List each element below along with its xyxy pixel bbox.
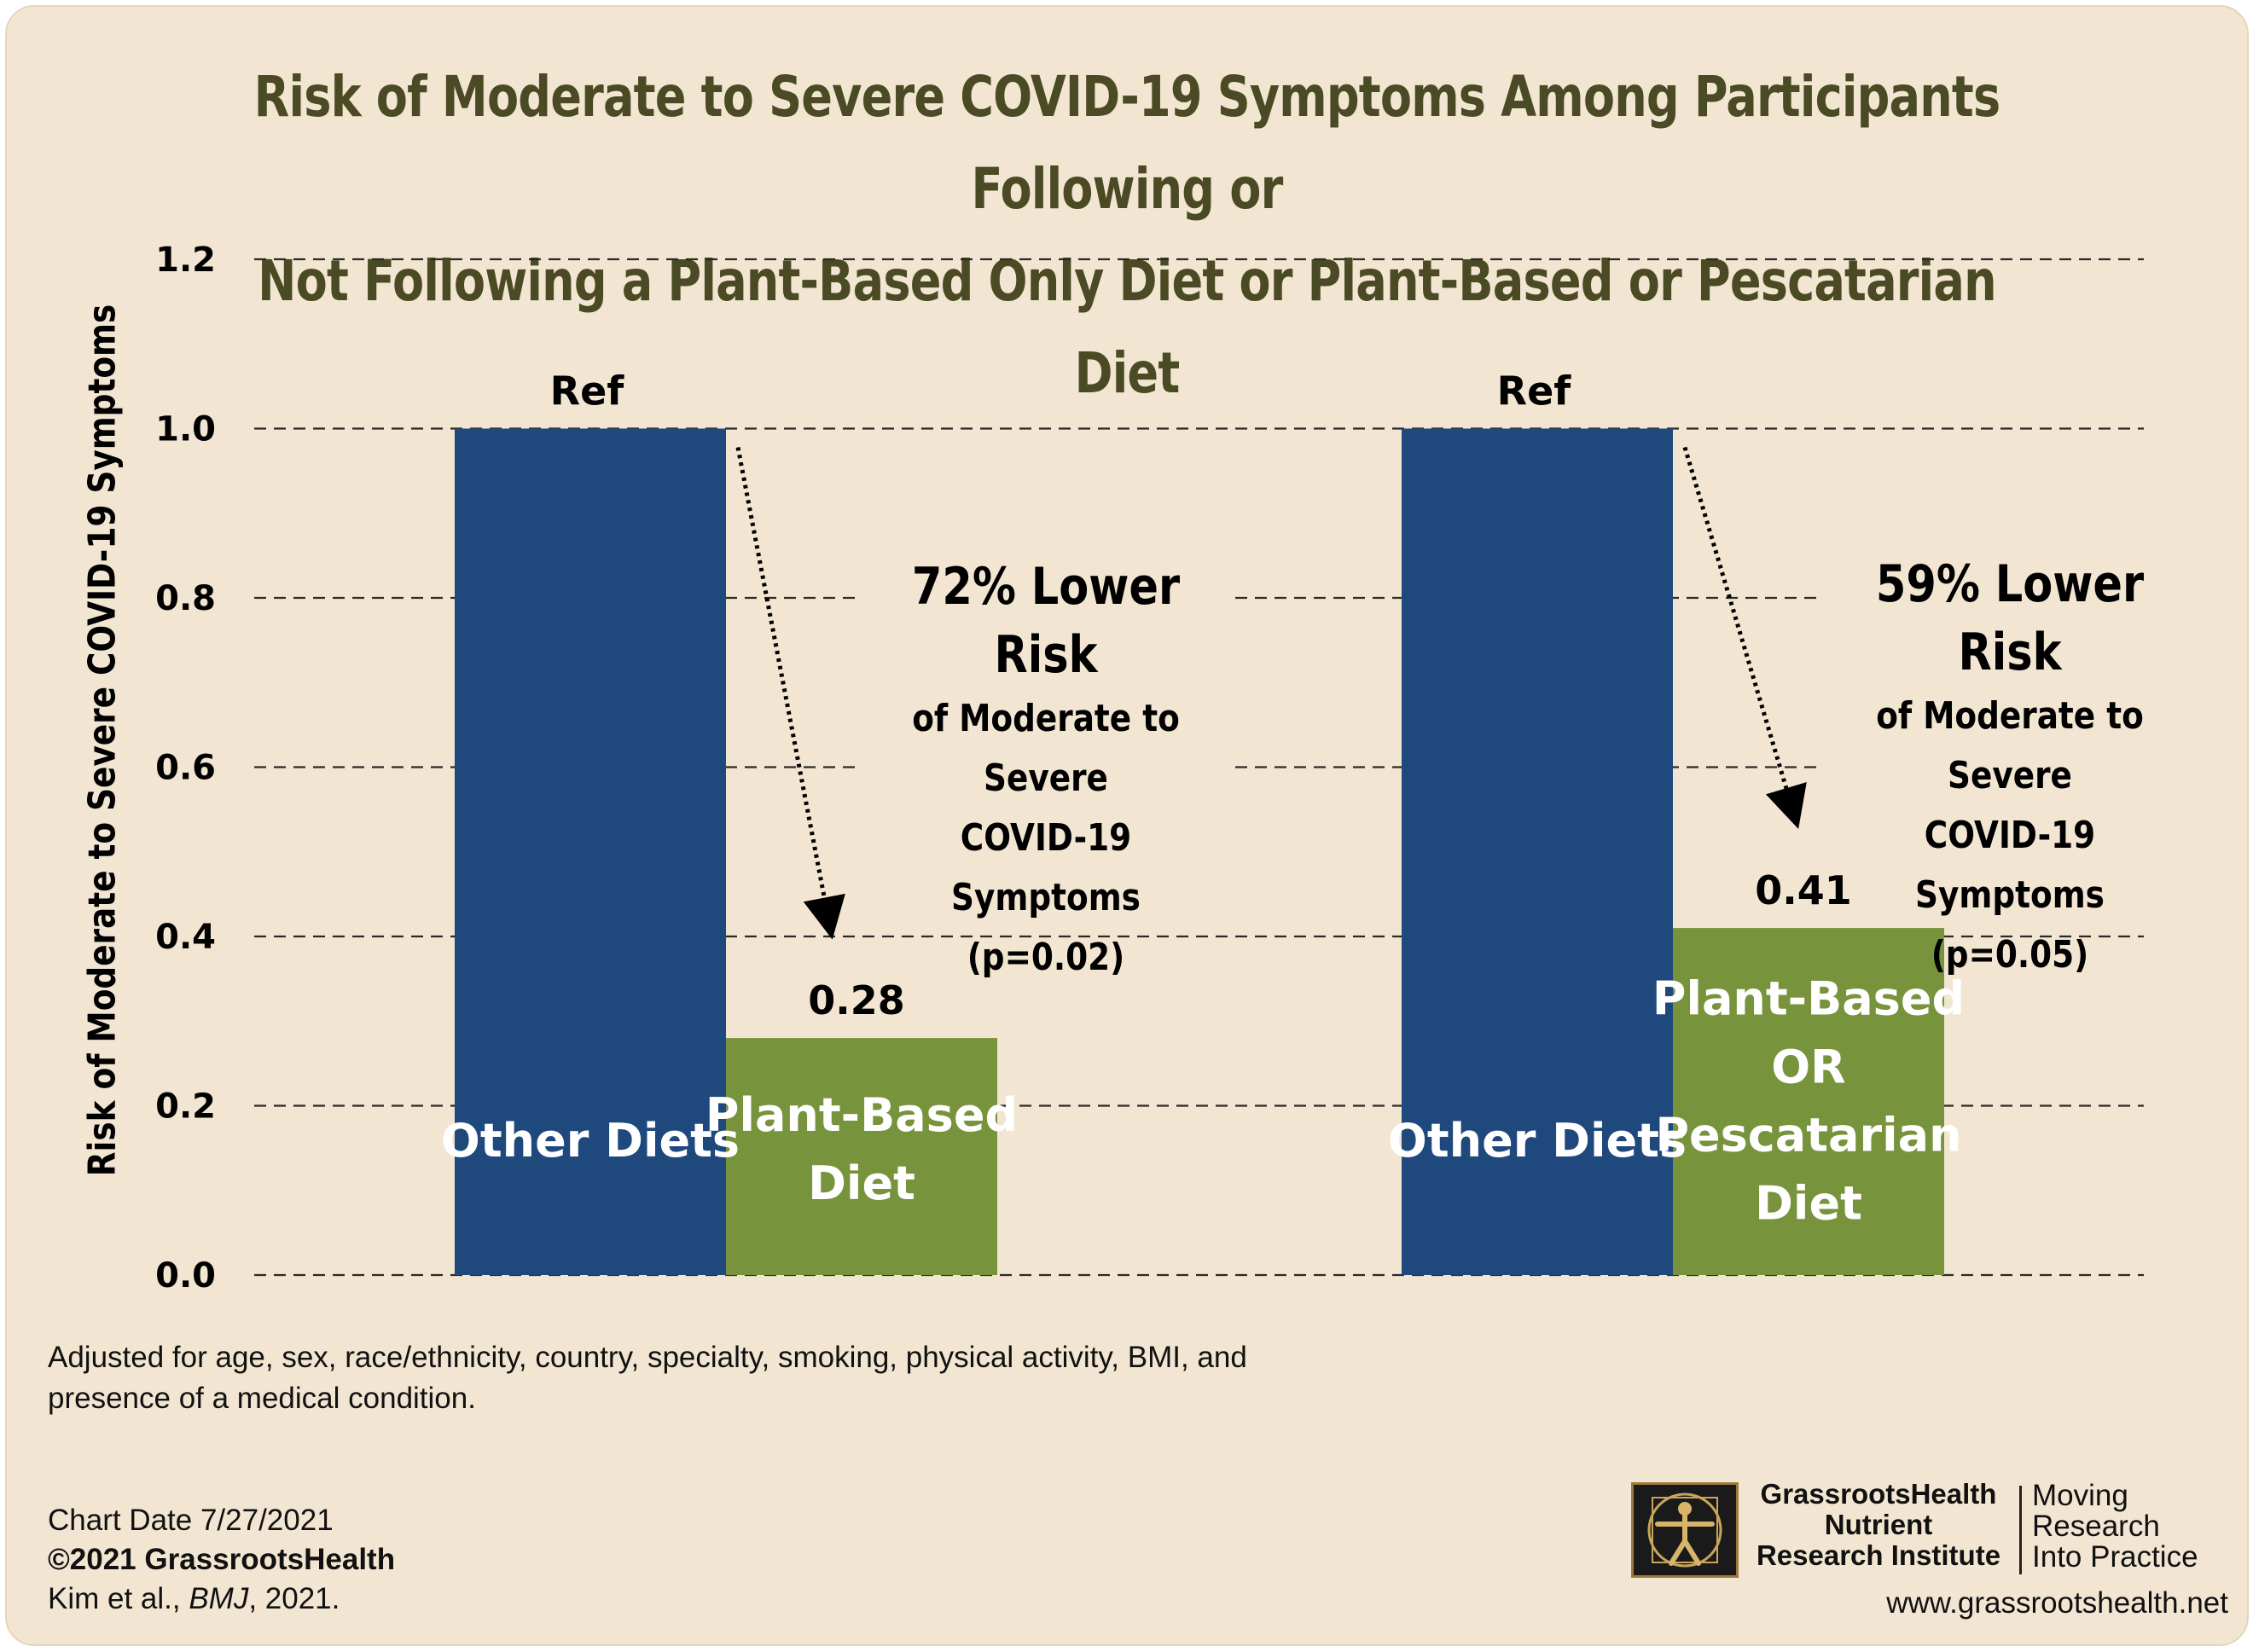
diet-bar	[1673, 928, 1944, 1275]
chart-date: Chart Date 7/27/2021	[48, 1504, 334, 1537]
data-label: Ref	[550, 368, 625, 414]
bar-labels: Ref Other Diets 0.28 Plant-Based Diet Ref Othe…	[441, 368, 1965, 1231]
footnote: Adjusted for age, sex, race/ethnicity, c…	[48, 1337, 1498, 1419]
arrow	[1682, 446, 1807, 830]
bar-category-label: OR	[1771, 1040, 1846, 1094]
annotation-background	[1822, 542, 2198, 823]
y-tick-label: 0.6	[155, 749, 216, 788]
logo-tagline-line: Moving	[2032, 1479, 2128, 1512]
copyright: ©2021 GrassrootsHealth	[48, 1543, 396, 1576]
bar-category-label: Diet	[808, 1156, 915, 1210]
annotation-line: COVID-19 Symptoms	[1915, 814, 2105, 917]
diet-bar	[726, 1038, 997, 1275]
logo-divider	[2019, 1486, 2022, 1574]
bar-category-label: Plant-Based	[1652, 972, 1965, 1026]
logo-tagline-line: Into Practice	[2032, 1540, 2198, 1574]
y-tick-label: 1.2	[155, 241, 216, 280]
annotation-headline: 72% Lower Risk	[911, 557, 1181, 685]
logo-name: GrassrootsHealth Nutrient Research Insti…	[1751, 1479, 2006, 1571]
annotation-group-2: 59% Lower Risk of Moderate to Severe COV…	[1831, 550, 2189, 985]
data-label: 0.28	[808, 977, 905, 1023]
arrows	[735, 446, 1807, 940]
y-axis-ticks: 0.0 0.2 0.4 0.6 0.8 1.0 1.2	[155, 241, 216, 1296]
citation-journal: BMJ	[189, 1582, 249, 1615]
annotation-headline: 59% Lower Risk	[1875, 554, 2145, 682]
logo-name-line: Research Institute	[1756, 1539, 2001, 1571]
bar-category-label: Other Diets	[1388, 1114, 1687, 1168]
bar-chart: 0.0 0.2 0.4 0.6 0.8 1.0 1.2 Ref Other Diets 0.28…	[155, 241, 2198, 1296]
logo-name-line: Nutrient	[1824, 1509, 1933, 1540]
chart-title: Risk of Moderate to Severe COVID-19 Symp…	[7, 51, 2247, 420]
annotation-background	[858, 544, 1234, 826]
bar-category-label: Diet	[1755, 1177, 1862, 1231]
footnote-line: Adjusted for age, sex, race/ethnicity, c…	[48, 1341, 1247, 1374]
annotation-line: of Moderate to Severe	[1876, 694, 2144, 797]
y-tick-label: 0.4	[155, 918, 216, 957]
data-label: Ref	[1497, 368, 1572, 414]
annotation-p-value: (p=0.02)	[967, 936, 1125, 979]
chart-card: Risk of Moderate to Severe COVID-19 Symp…	[5, 5, 2249, 1646]
bars	[455, 428, 1944, 1275]
reference-bar	[455, 428, 726, 1275]
data-label: 0.41	[1755, 867, 1852, 913]
website-url[interactable]: www.grassrootshealth.net	[1886, 1586, 2228, 1620]
y-tick-label: 0.2	[155, 1087, 216, 1127]
y-tick-label: 0.8	[155, 579, 216, 618]
bar-category-label: Plant-Based	[706, 1088, 1018, 1142]
logo-tagline: Moving Research Into Practice	[2032, 1481, 2198, 1573]
reference-bar	[1402, 428, 1673, 1275]
logo-name-line: GrassrootsHealth	[1760, 1478, 1997, 1510]
logo-tagline-line: Research	[2032, 1510, 2160, 1543]
annotation-line: COVID-19 Symptoms	[951, 816, 1141, 919]
bar-category-label: Other Diets	[441, 1114, 740, 1168]
footnote-line: presence of a medical condition.	[48, 1382, 476, 1415]
arrow	[735, 447, 845, 940]
citation-year: , 2021.	[248, 1582, 340, 1615]
annotation-group-1: 72% Lower Risk of Moderate to Severe COV…	[867, 553, 1225, 988]
credits: Chart Date 7/27/2021 ©2021 GrassrootsHea…	[48, 1501, 395, 1619]
citation: Kim et al., BMJ, 2021.	[48, 1580, 395, 1619]
chart-title-line-1: Risk of Moderate to Severe COVID-19 Symp…	[253, 64, 2001, 222]
annotation-line: of Moderate to Severe	[912, 697, 1180, 800]
y-tick-label: 0.0	[155, 1256, 216, 1296]
y-tick-label: 1.0	[155, 410, 216, 449]
citation-authors: Kim et al.,	[48, 1582, 189, 1615]
bar-category-label: Pescatarian	[1655, 1109, 1961, 1162]
grassrootshealth-logo: GrassrootsHealth Nutrient Research Insti…	[1631, 1479, 2228, 1620]
vitruvian-man-icon	[1631, 1482, 1739, 1578]
annotation-p-value: (p=0.05)	[1931, 933, 2089, 977]
